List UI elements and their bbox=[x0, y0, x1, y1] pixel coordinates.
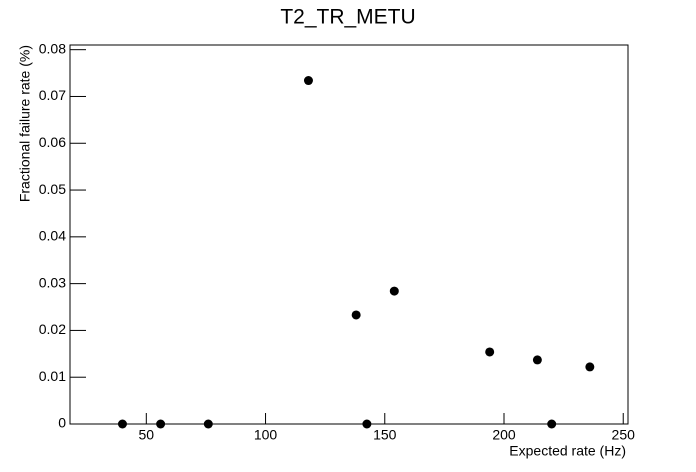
x-tick-label: 50 bbox=[139, 427, 155, 443]
point bbox=[389, 286, 399, 296]
point bbox=[351, 310, 361, 320]
x-tick-label: 250 bbox=[612, 427, 636, 443]
y-tick-label: 0.01 bbox=[39, 368, 66, 384]
y-tick-label: 0.07 bbox=[39, 87, 66, 103]
point bbox=[485, 347, 495, 357]
point bbox=[585, 362, 595, 372]
point bbox=[362, 419, 372, 429]
x-tick-label: 150 bbox=[373, 427, 397, 443]
point bbox=[117, 419, 127, 429]
y-tick-label: 0.05 bbox=[39, 181, 66, 197]
y-tick-label: 0 bbox=[58, 415, 66, 431]
y-axis-label: Fractional failure rate (%) bbox=[17, 45, 33, 202]
point bbox=[547, 419, 557, 429]
y-tick-label: 0.04 bbox=[39, 228, 66, 244]
y-tick-label: 0.08 bbox=[39, 40, 66, 56]
point bbox=[303, 76, 313, 86]
point bbox=[532, 355, 542, 365]
point bbox=[156, 419, 166, 429]
x-axis-label: Expected rate (Hz) bbox=[509, 443, 626, 459]
chart-title: T2_TR_METU bbox=[280, 6, 415, 29]
y-tick-label: 0.02 bbox=[39, 321, 66, 337]
y-tick-label: 0.03 bbox=[39, 274, 66, 290]
x-tick-label: 200 bbox=[492, 427, 516, 443]
y-tick-label: 0.06 bbox=[39, 134, 66, 150]
plot-frame bbox=[69, 44, 629, 425]
x-tick-label: 100 bbox=[254, 427, 278, 443]
point bbox=[203, 419, 213, 429]
